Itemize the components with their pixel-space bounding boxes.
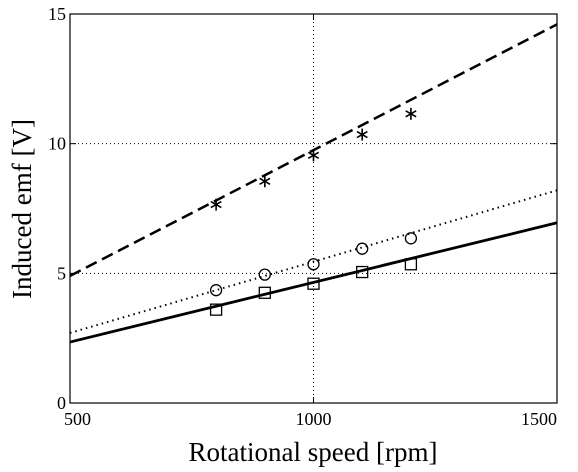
y-axis-label: Induced emf [V] — [7, 119, 37, 299]
circle-marker — [258, 268, 271, 281]
square-marker — [356, 265, 369, 279]
plot-frame — [69, 13, 558, 404]
series-2-solid-line — [69, 221, 558, 344]
y-tick-label: 10 — [48, 134, 66, 154]
y-tick-label: 5 — [57, 263, 66, 283]
series-layer — [69, 23, 558, 344]
y-tick-label: 15 — [48, 4, 66, 24]
circle-marker — [307, 258, 320, 271]
asterisk-marker — [307, 149, 320, 162]
square-marker — [209, 303, 223, 316]
asterisk-stroke — [210, 200, 222, 209]
asterisk-marker — [259, 175, 271, 188]
square-marker — [258, 286, 271, 299]
ticks-layer: 500 1000 1500 0 5 10 15 — [48, 4, 558, 429]
asterisk-stroke — [405, 110, 417, 118]
x-axis-label: Rotational speed [rpm] — [189, 437, 438, 467]
square-marker — [404, 258, 418, 271]
series-1-dotted-line — [69, 189, 558, 334]
square-marker — [307, 277, 320, 290]
grid-lines — [70, 14, 557, 403]
asterisk-marker — [210, 198, 222, 211]
x-tick-label: 1000 — [296, 409, 332, 429]
x-tick-label: 1500 — [521, 409, 557, 429]
asterisk-stroke — [307, 151, 320, 160]
asterisk-marker — [405, 107, 417, 120]
circle-marker — [209, 284, 223, 297]
asterisk-stroke — [356, 130, 368, 139]
y-tick-label: 0 — [57, 393, 66, 413]
x-tick-label: 500 — [64, 409, 91, 429]
asterisk-marker — [356, 128, 368, 141]
circle-marker — [404, 232, 418, 245]
asterisk-stroke — [259, 177, 271, 185]
circle-marker — [356, 242, 369, 255]
